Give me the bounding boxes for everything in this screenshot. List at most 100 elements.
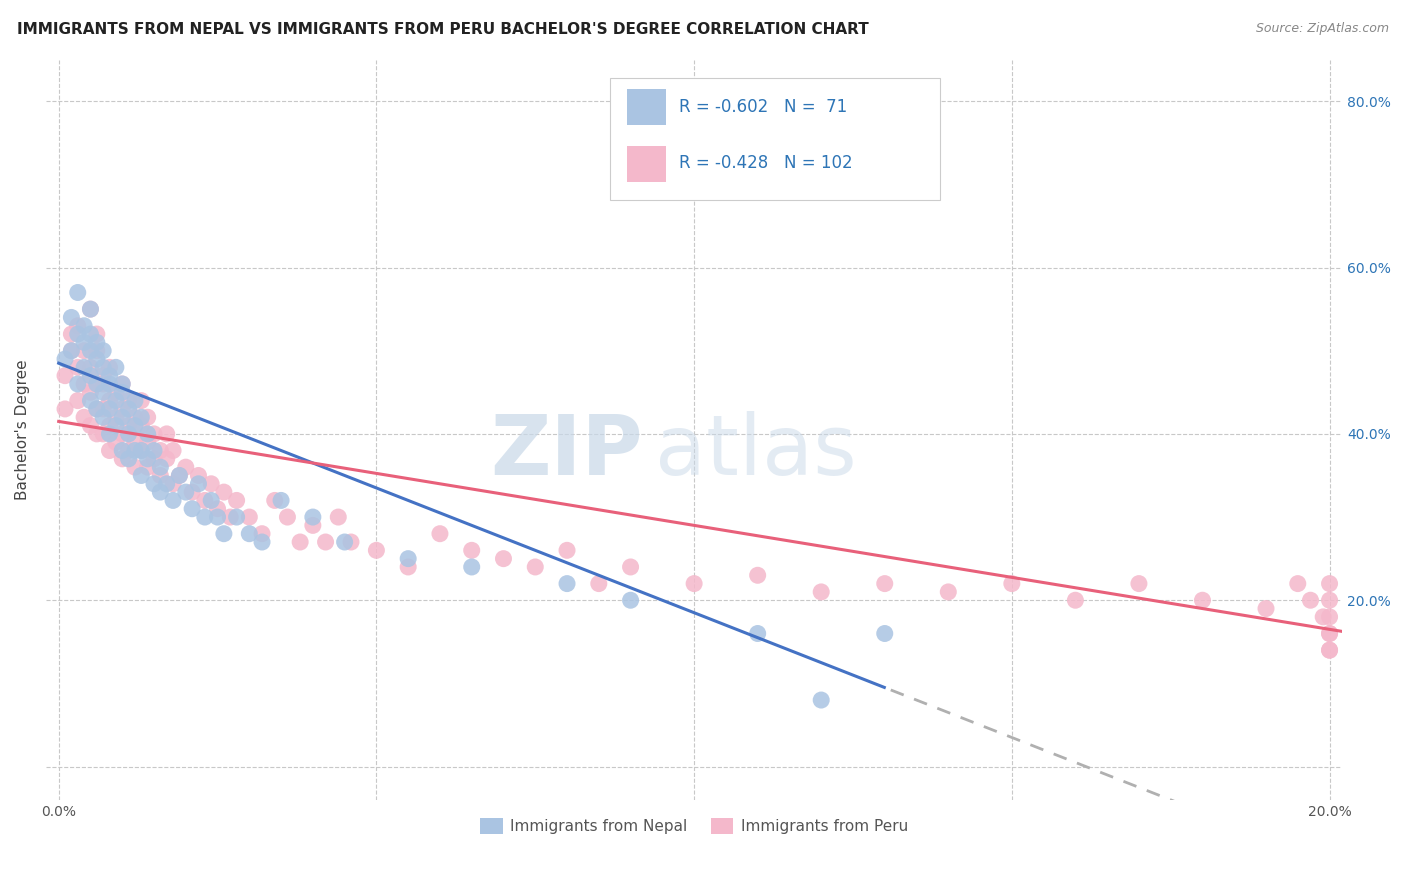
Point [79, 343, 101, 358]
Text: IMMIGRANTS FROM NEPAL VS IMMIGRANTS FROM PERU BACHELOR'S DEGREE CORRELATION CHAR: IMMIGRANTS FROM NEPAL VS IMMIGRANTS FROM… [17, 22, 869, 37]
Point [73, 335, 96, 350]
Point [683, 576, 706, 591]
Point [136, 410, 159, 425]
Point [79, 368, 101, 383]
Point [86, 351, 108, 366]
Point [53, 368, 76, 383]
Point [619, 593, 641, 607]
Point [104, 393, 127, 408]
Point [1319, 576, 1341, 591]
Point [79, 418, 101, 433]
Point [200, 493, 222, 508]
Point [66, 318, 89, 333]
Point [250, 535, 273, 549]
Point [129, 468, 152, 483]
Point [212, 485, 235, 500]
Text: R = -0.428   N = 102: R = -0.428 N = 102 [679, 154, 852, 172]
Point [810, 693, 832, 707]
Point [328, 510, 350, 524]
Point [396, 551, 419, 566]
Point [86, 376, 108, 391]
Point [143, 443, 166, 458]
Point [219, 510, 242, 524]
Point [873, 576, 896, 591]
Point [1286, 576, 1309, 591]
Point [104, 435, 127, 450]
Point [288, 535, 311, 549]
Point [91, 410, 114, 425]
Point [104, 360, 127, 375]
Legend: Immigrants from Nepal, Immigrants from Peru: Immigrants from Nepal, Immigrants from P… [474, 812, 914, 840]
Point [181, 485, 204, 500]
Point [60, 310, 83, 325]
Point [104, 418, 127, 433]
Point [1254, 601, 1277, 615]
Point [91, 426, 114, 441]
Point [181, 501, 204, 516]
Point [136, 451, 159, 466]
Point [225, 510, 247, 524]
Point [73, 360, 96, 375]
Point [98, 426, 121, 441]
Point [492, 551, 515, 566]
Point [66, 360, 89, 375]
Point [187, 468, 209, 483]
Text: atlas: atlas [655, 411, 858, 492]
Point [149, 485, 172, 500]
Point [194, 510, 217, 524]
Point [156, 426, 179, 441]
Point [162, 493, 184, 508]
Point [111, 376, 134, 391]
Point [136, 435, 159, 450]
Point [91, 360, 114, 375]
Point [111, 401, 134, 416]
Point [60, 327, 83, 342]
Point [86, 401, 108, 416]
Point [129, 393, 152, 408]
FancyBboxPatch shape [627, 89, 665, 125]
Point [73, 376, 96, 391]
Point [86, 426, 108, 441]
Point [117, 426, 139, 441]
Point [73, 343, 96, 358]
Point [136, 460, 159, 475]
Point [98, 368, 121, 383]
Point [136, 426, 159, 441]
Point [149, 468, 172, 483]
FancyBboxPatch shape [627, 146, 665, 182]
Point [86, 327, 108, 342]
Point [1001, 576, 1024, 591]
Point [79, 385, 101, 400]
Y-axis label: Bachelor's Degree: Bachelor's Degree [15, 359, 30, 500]
Point [124, 443, 146, 458]
Point [66, 376, 89, 391]
Point [461, 543, 484, 558]
Point [212, 526, 235, 541]
Point [86, 401, 108, 416]
Point [66, 327, 89, 342]
Point [619, 560, 641, 574]
Point [302, 510, 325, 524]
Point [98, 360, 121, 375]
Point [588, 576, 610, 591]
Text: ZIP: ZIP [489, 411, 643, 492]
Point [91, 401, 114, 416]
Point [174, 485, 197, 500]
Point [187, 476, 209, 491]
Point [333, 535, 356, 549]
Point [117, 393, 139, 408]
Point [873, 626, 896, 640]
Point [162, 476, 184, 491]
Point [194, 493, 217, 508]
Point [810, 585, 832, 599]
Point [143, 451, 166, 466]
Point [91, 376, 114, 391]
Point [200, 476, 222, 491]
Point [366, 543, 388, 558]
Point [250, 526, 273, 541]
Point [111, 426, 134, 441]
Point [276, 510, 298, 524]
Point [207, 510, 229, 524]
Point [162, 443, 184, 458]
Point [555, 543, 578, 558]
